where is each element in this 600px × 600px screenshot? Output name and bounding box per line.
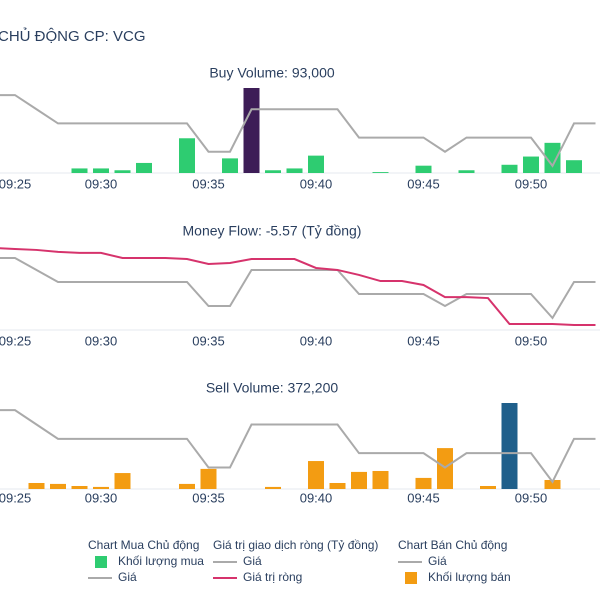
x-tick-label: 09:50 bbox=[515, 333, 548, 348]
bar bbox=[308, 155, 324, 173]
x-tick-label: 09:45 bbox=[407, 176, 440, 191]
bar bbox=[28, 482, 45, 489]
x-tick-label: 09:45 bbox=[407, 490, 440, 505]
legend-label: Giá bbox=[428, 554, 447, 568]
bar bbox=[415, 165, 432, 173]
bar bbox=[179, 138, 195, 173]
bar bbox=[71, 485, 88, 489]
x-tick-label: 09:50 bbox=[515, 176, 548, 191]
price-line bbox=[0, 94, 596, 168]
bar bbox=[351, 471, 367, 489]
page-title: CHỦ ĐỘNG CP: VCG bbox=[0, 27, 146, 45]
legend-title: Giá trị giao dịch ròng (Tỷ đồng) bbox=[213, 538, 378, 552]
x-tick-label: 09:35 bbox=[192, 490, 225, 505]
bar bbox=[458, 170, 475, 173]
bar bbox=[179, 483, 195, 489]
bar bbox=[501, 164, 518, 173]
x-tick-label: 09:40 bbox=[300, 176, 333, 191]
bar bbox=[308, 461, 324, 489]
legend-title: Chart Mua Chủ động bbox=[88, 538, 199, 552]
price-line bbox=[0, 247, 596, 327]
bar bbox=[243, 88, 260, 173]
bar bbox=[71, 168, 88, 173]
legend-label: Giá bbox=[118, 570, 137, 584]
legend-title: Chart Bán Chủ động bbox=[398, 538, 507, 552]
legend-swatch bbox=[95, 556, 107, 568]
x-tick-label: 09:45 bbox=[407, 333, 440, 348]
bar bbox=[50, 483, 66, 489]
bar bbox=[286, 168, 303, 173]
x-tick-label: 09:25 bbox=[0, 333, 31, 348]
bar bbox=[329, 482, 346, 489]
bar bbox=[222, 158, 238, 173]
bar bbox=[544, 479, 561, 489]
x-tick-label: 09:40 bbox=[300, 490, 333, 505]
price-line bbox=[0, 257, 596, 320]
x-tick-label: 09:50 bbox=[515, 490, 548, 505]
x-tick-label: 09:30 bbox=[85, 333, 118, 348]
bar bbox=[136, 162, 152, 173]
bar bbox=[93, 168, 109, 173]
bar bbox=[200, 468, 217, 489]
bar bbox=[566, 160, 582, 173]
legend-label: Khối lượng bán bbox=[428, 570, 511, 584]
bar bbox=[415, 477, 432, 489]
legend-swatch bbox=[405, 572, 417, 584]
bar bbox=[501, 403, 518, 489]
legend-label: Giá bbox=[243, 554, 262, 568]
bar bbox=[372, 172, 389, 173]
legend-label: Giá trị ròng bbox=[243, 570, 302, 584]
bar bbox=[265, 486, 281, 489]
bar bbox=[265, 170, 281, 173]
x-tick-label: 09:30 bbox=[85, 490, 118, 505]
bar bbox=[544, 142, 561, 173]
bar bbox=[93, 486, 109, 489]
bar bbox=[480, 485, 496, 489]
bar bbox=[114, 170, 131, 173]
chart-title: Buy Volume: 93,000 bbox=[209, 65, 335, 81]
x-tick-label: 09:35 bbox=[192, 176, 225, 191]
chart-title: Sell Volume: 372,200 bbox=[206, 380, 339, 396]
x-tick-label: 09:25 bbox=[0, 176, 31, 191]
legend-label: Khối lượng mua bbox=[118, 554, 204, 568]
x-tick-label: 09:30 bbox=[85, 176, 118, 191]
x-tick-label: 09:35 bbox=[192, 333, 225, 348]
bar bbox=[372, 470, 389, 489]
bar bbox=[114, 473, 131, 489]
bar bbox=[523, 156, 539, 173]
x-tick-label: 09:40 bbox=[300, 333, 333, 348]
chart-title: Money Flow: -5.57 (Tỷ đồng) bbox=[183, 223, 362, 239]
x-tick-label: 09:25 bbox=[0, 490, 31, 505]
price-line bbox=[0, 409, 596, 484]
